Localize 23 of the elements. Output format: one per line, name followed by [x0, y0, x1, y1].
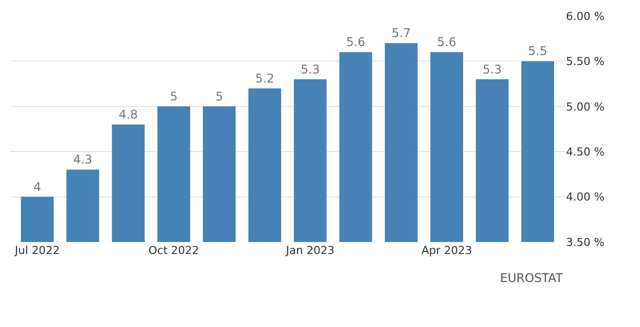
data-label: 4 [33, 180, 42, 194]
y-tick-label: 3.50 % [566, 236, 604, 249]
text: EUROSTAT [500, 271, 564, 285]
data-label: 5.6 [437, 35, 456, 50]
data-label: 4.3 [73, 152, 92, 167]
data-label: 5.2 [255, 71, 274, 86]
data-label: 4.8 [118, 107, 138, 122]
x-tick-label: Oct 2022 [148, 244, 200, 257]
x-tick-label: Apr 2023 [421, 244, 472, 257]
y-tick-label: 5.50 % [566, 55, 604, 68]
y-tick-label: 6.00 % [566, 10, 604, 23]
x-tick-label: Jul 2022 [14, 244, 60, 257]
data-label: 5.7 [392, 26, 411, 40]
y-tick-label: 4.00 % [566, 190, 604, 204]
data-label: 5.3 [482, 62, 502, 76]
data-label: 5 [215, 89, 224, 104]
data-label: 5.6 [346, 35, 366, 50]
data-label: 5.3 [300, 62, 320, 76]
data-label: 5.5 [528, 44, 548, 58]
y-tick-label: 4.50 % [566, 145, 604, 158]
data-label: 5 [170, 89, 178, 104]
y-tick-label: 5.00 % [566, 100, 604, 114]
x-tick-label: Jan 2023 [285, 244, 334, 257]
